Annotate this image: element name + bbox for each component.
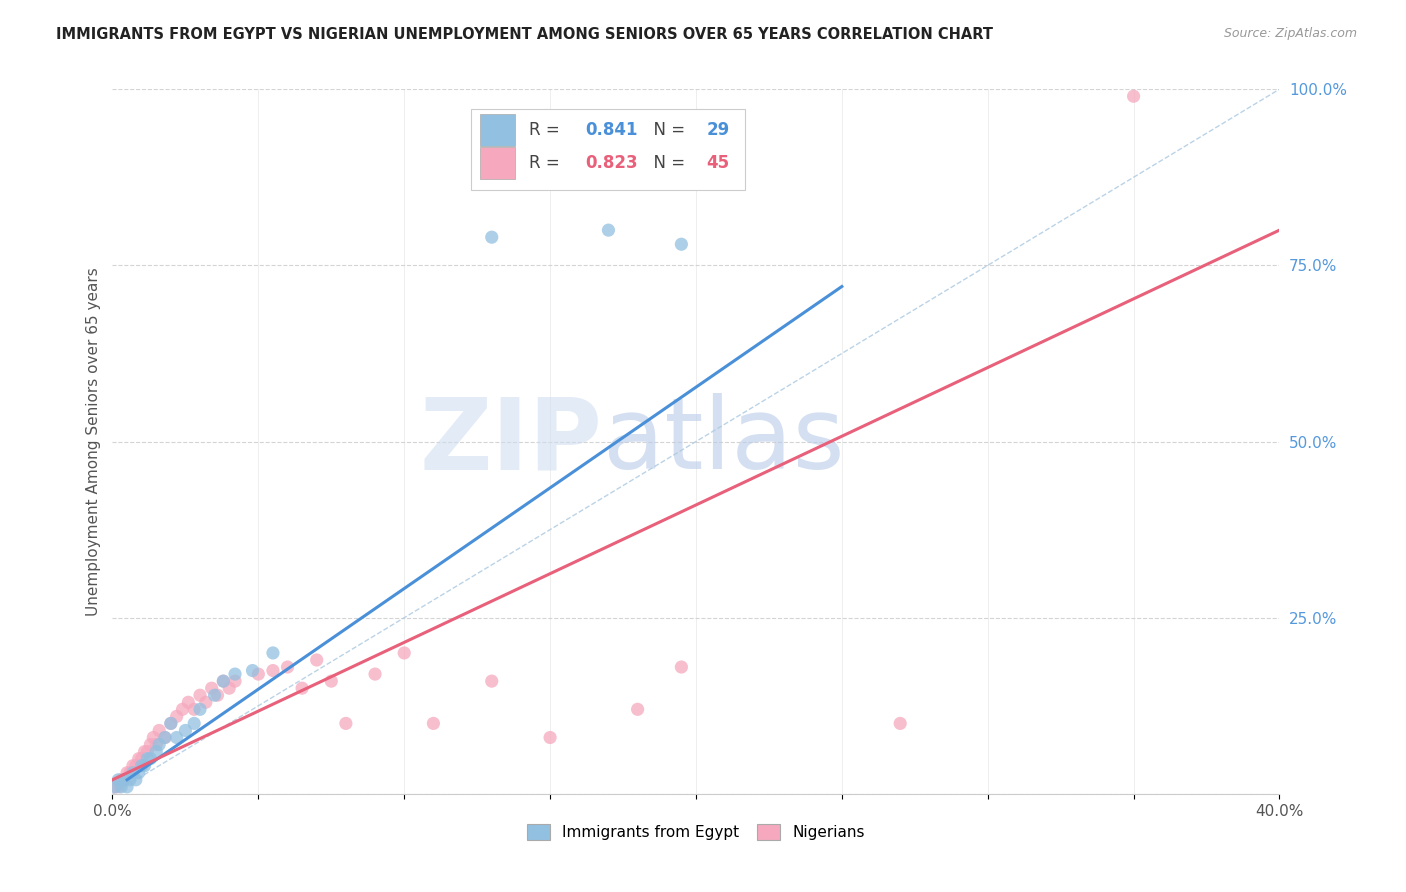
Point	[110, 780, 132, 794]
Point	[538, 731, 561, 745]
Point	[153, 731, 176, 745]
Point	[201, 681, 224, 696]
Point	[145, 745, 167, 759]
Point	[148, 738, 170, 752]
Point	[224, 667, 246, 681]
Point	[305, 653, 328, 667]
Point	[134, 758, 156, 772]
Point	[128, 751, 150, 765]
Point	[136, 745, 159, 759]
Point	[122, 758, 145, 772]
Point	[112, 772, 135, 787]
Point	[422, 716, 444, 731]
Point	[188, 688, 211, 702]
Point	[1122, 89, 1144, 103]
Point	[104, 780, 127, 794]
Point	[276, 660, 298, 674]
Point	[188, 702, 211, 716]
Point	[166, 709, 188, 723]
Point	[131, 751, 153, 765]
Point	[107, 780, 129, 794]
Point	[212, 674, 235, 689]
Text: IMMIGRANTS FROM EGYPT VS NIGERIAN UNEMPLOYMENT AMONG SENIORS OVER 65 YEARS CORRE: IMMIGRANTS FROM EGYPT VS NIGERIAN UNEMPL…	[56, 27, 993, 42]
Point	[598, 223, 620, 237]
Point	[142, 731, 165, 745]
Point	[183, 716, 205, 731]
Text: N =: N =	[644, 121, 690, 139]
Point	[247, 667, 270, 681]
Legend: Immigrants from Egypt, Nigerians: Immigrants from Egypt, Nigerians	[520, 818, 872, 847]
Point	[122, 765, 145, 780]
Point	[335, 716, 357, 731]
FancyBboxPatch shape	[479, 147, 515, 178]
Point	[166, 731, 188, 745]
Text: 0.841: 0.841	[585, 121, 637, 139]
Point	[172, 702, 194, 716]
Point	[112, 772, 135, 787]
Point	[889, 716, 911, 731]
Point	[125, 758, 148, 772]
Point	[671, 237, 693, 252]
Y-axis label: Unemployment Among Seniors over 65 years: Unemployment Among Seniors over 65 years	[86, 268, 101, 615]
Point	[125, 772, 148, 787]
Point	[107, 772, 129, 787]
Point	[177, 695, 200, 709]
Point	[671, 660, 693, 674]
Point	[394, 646, 416, 660]
Point	[481, 674, 503, 689]
Text: N =: N =	[644, 154, 690, 172]
Point	[139, 751, 162, 765]
Point	[321, 674, 343, 689]
FancyBboxPatch shape	[471, 109, 745, 190]
FancyBboxPatch shape	[479, 114, 515, 145]
Point	[262, 664, 284, 678]
Text: R =: R =	[529, 121, 565, 139]
Text: 45: 45	[706, 154, 730, 172]
Point	[224, 674, 246, 689]
Point	[139, 738, 162, 752]
Point	[160, 716, 183, 731]
Point	[131, 758, 153, 772]
Point	[136, 751, 159, 765]
Point	[262, 646, 284, 660]
Point	[207, 688, 229, 702]
Point	[148, 723, 170, 738]
Text: 29: 29	[706, 121, 730, 139]
Point	[194, 695, 217, 709]
Point	[183, 702, 205, 716]
Point	[104, 780, 127, 794]
Point	[110, 772, 132, 787]
Point	[160, 716, 183, 731]
Text: Source: ZipAtlas.com: Source: ZipAtlas.com	[1223, 27, 1357, 40]
Point	[291, 681, 314, 696]
Point	[118, 765, 141, 780]
Point	[153, 731, 176, 745]
Point	[118, 772, 141, 787]
Point	[115, 765, 138, 780]
Point	[212, 674, 235, 689]
Point	[242, 664, 264, 678]
Text: ZIP: ZIP	[420, 393, 603, 490]
Point	[204, 688, 226, 702]
Text: R =: R =	[529, 154, 565, 172]
Point	[145, 738, 167, 752]
Point	[115, 780, 138, 794]
Point	[218, 681, 240, 696]
Text: atlas: atlas	[603, 393, 844, 490]
Point	[627, 702, 650, 716]
Point	[134, 745, 156, 759]
Point	[128, 765, 150, 780]
Point	[481, 230, 503, 244]
Text: 0.823: 0.823	[585, 154, 638, 172]
Point	[364, 667, 387, 681]
Point	[174, 723, 197, 738]
